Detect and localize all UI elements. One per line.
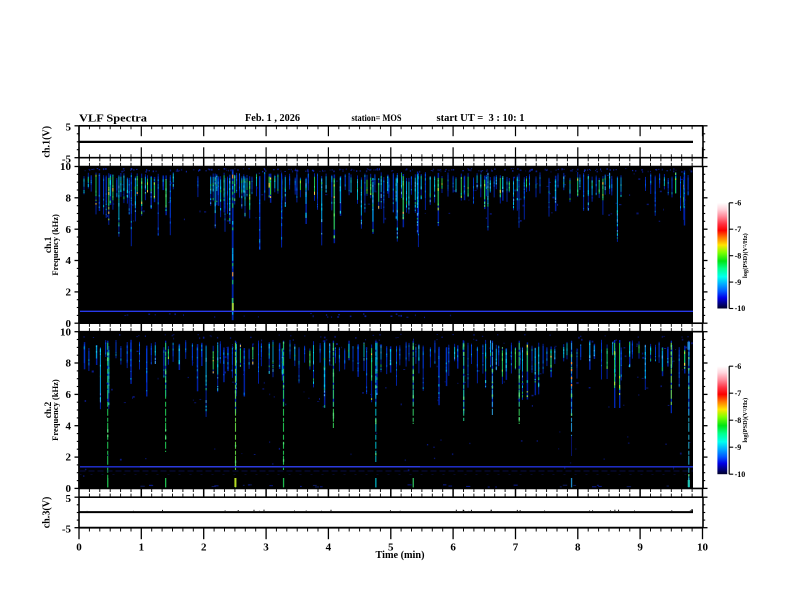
svg-text:5: 5 (66, 121, 72, 133)
svg-text:-9: -9 (735, 278, 742, 287)
svg-text:-6: -6 (735, 362, 742, 371)
svg-text:log(PSD)(V²/Hz): log(PSD)(V²/Hz) (742, 398, 749, 443)
svg-text:10: 10 (60, 326, 72, 338)
svg-text:6: 6 (66, 389, 72, 401)
svg-text:-7: -7 (735, 389, 742, 398)
svg-text:4: 4 (66, 255, 72, 267)
svg-text:5: 5 (388, 541, 394, 553)
svg-text:0: 0 (66, 318, 72, 330)
svg-text:start UT = 3 : 10: 1: start UT = 3 : 10: 1 (437, 113, 525, 124)
svg-text:10: 10 (60, 161, 72, 173)
svg-text:ch.1(V): ch.1(V) (42, 126, 53, 158)
svg-text:ch.3(V): ch.3(V) (42, 497, 53, 529)
svg-text:4: 4 (326, 541, 332, 553)
svg-text:-8: -8 (735, 251, 742, 260)
svg-text:6: 6 (66, 224, 72, 236)
svg-text:-10: -10 (735, 470, 746, 479)
svg-text:0: 0 (66, 483, 72, 495)
svg-text:-6: -6 (735, 199, 742, 208)
svg-text:-10: -10 (735, 304, 746, 313)
svg-text:8: 8 (66, 358, 72, 370)
svg-text:8: 8 (575, 541, 581, 553)
svg-text:Frequency (kHz): Frequency (kHz) (50, 214, 60, 276)
svg-text:9: 9 (637, 541, 643, 553)
svg-text:2: 2 (66, 452, 72, 464)
svg-text:-7: -7 (735, 225, 742, 234)
svg-text:8: 8 (66, 192, 72, 204)
svg-text:Feb. 1 , 2026: Feb. 1 , 2026 (245, 113, 300, 124)
svg-text:5: 5 (66, 493, 72, 505)
svg-text:2: 2 (66, 286, 72, 298)
svg-text:VLF Spectra: VLF Spectra (79, 114, 148, 125)
svg-text:0: 0 (76, 541, 82, 553)
svg-text:3: 3 (263, 541, 269, 553)
svg-text:Frequency (kHz): Frequency (kHz) (50, 379, 60, 441)
svg-text:2: 2 (201, 541, 207, 553)
svg-text:-9: -9 (735, 443, 742, 452)
svg-text:7: 7 (513, 541, 519, 553)
svg-text:ch.1: ch.1 (44, 236, 54, 253)
svg-text:4: 4 (66, 420, 72, 432)
svg-text:station= MOS: station= MOS (352, 114, 402, 124)
svg-text:-5: -5 (62, 523, 72, 535)
svg-text:-8: -8 (735, 416, 742, 425)
svg-text:10: 10 (697, 541, 709, 553)
svg-text:ch.2: ch.2 (44, 401, 54, 418)
svg-text:-5: -5 (62, 153, 72, 165)
svg-text:log(PSD)(V²/Hz): log(PSD)(V²/Hz) (742, 233, 749, 278)
svg-text:Time (min): Time (min) (376, 550, 425, 561)
svg-text:6: 6 (450, 541, 456, 553)
svg-text:1: 1 (139, 541, 145, 553)
